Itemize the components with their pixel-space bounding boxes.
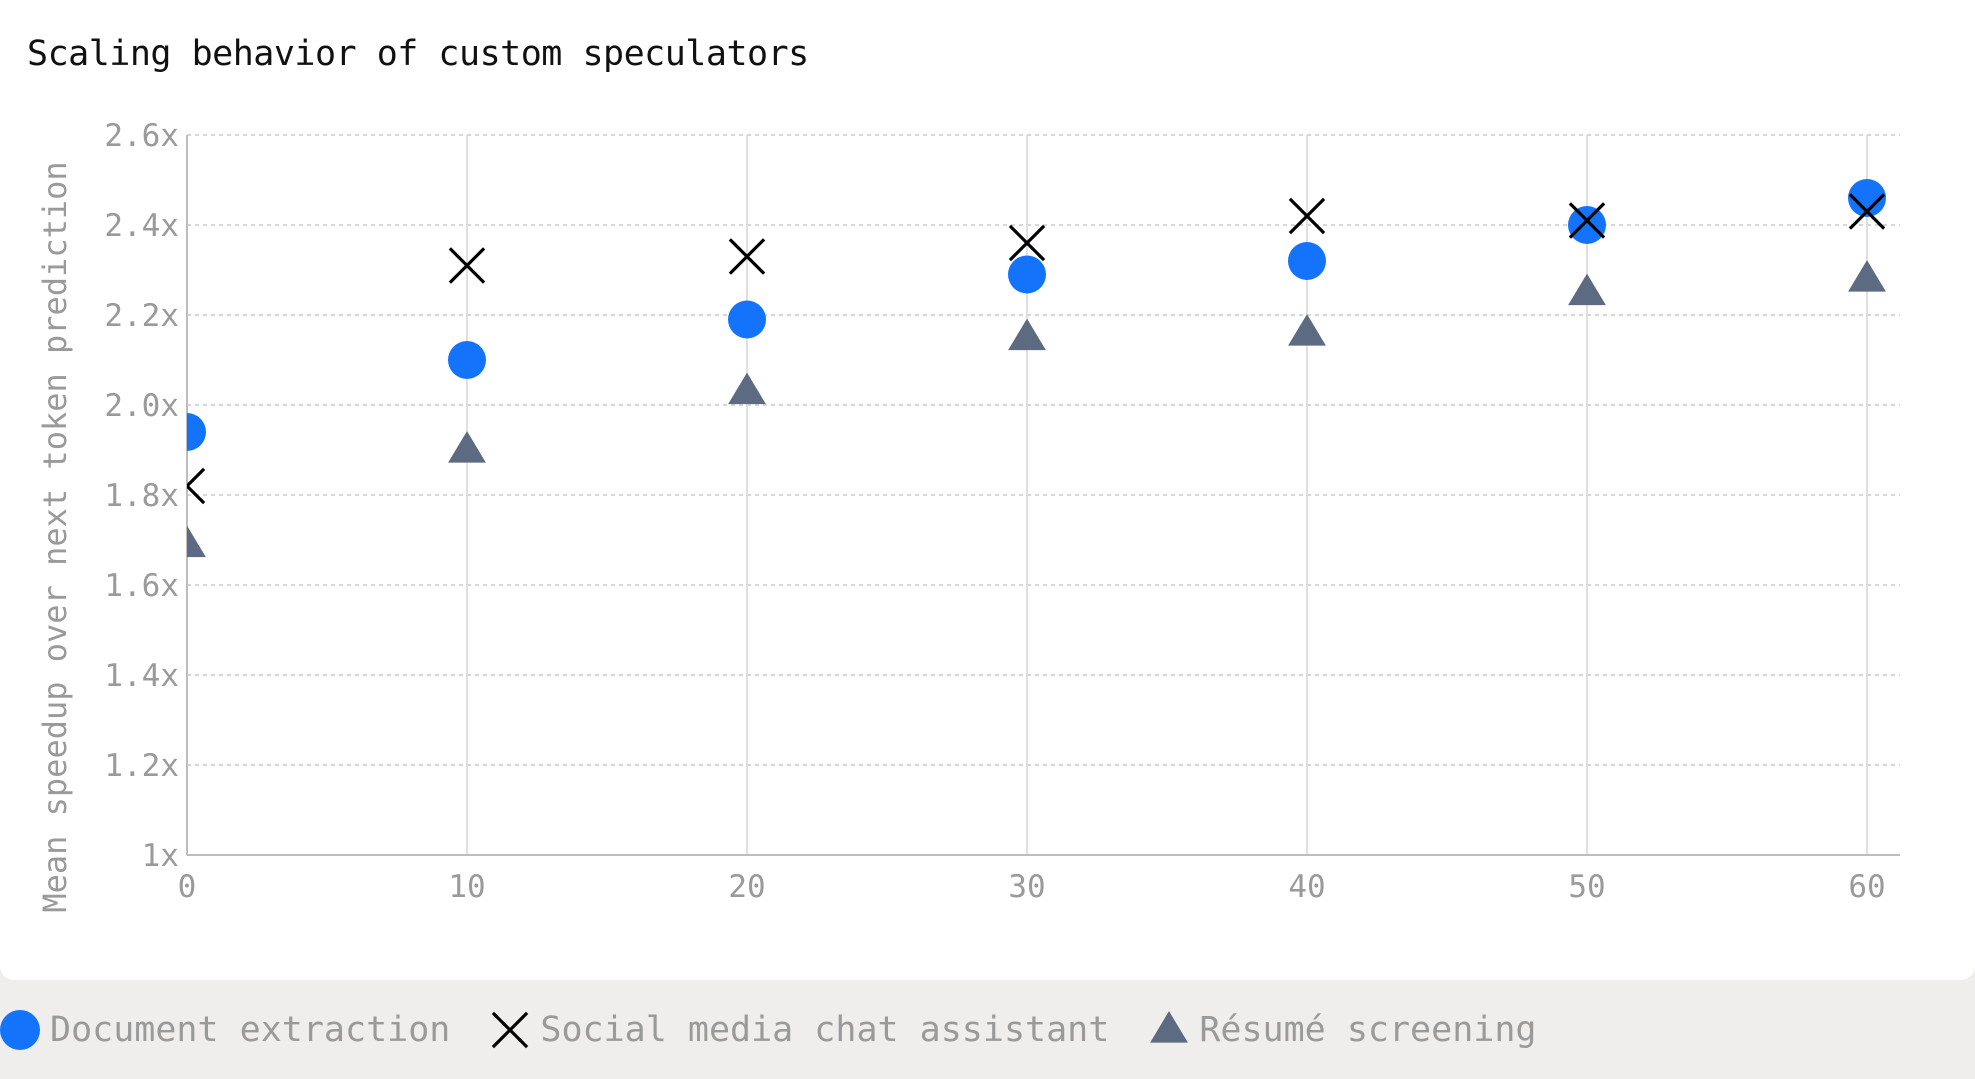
resume-screening-point bbox=[187, 525, 206, 558]
triangle-marker-icon bbox=[1150, 1011, 1189, 1043]
document-extraction-point bbox=[1568, 206, 1606, 244]
axes bbox=[186, 135, 1900, 856]
resume-screening-point bbox=[1848, 260, 1886, 292]
legend-marker bbox=[1150, 1011, 1189, 1043]
x-tick-label: 60 bbox=[1848, 869, 1885, 905]
document-extraction-point bbox=[1008, 255, 1046, 294]
x-tick-label: 0 bbox=[178, 869, 197, 905]
y-tick-label: 1.8x bbox=[104, 478, 179, 514]
scatter-plot: 1x 1.2x 1.4x 1.6x 1.8x 2.0x 2.2x 2.4x 2.6x 0 10 20 3… bbox=[36, 118, 1900, 913]
document-extraction-point bbox=[1288, 242, 1326, 280]
resume-screening-point bbox=[1568, 273, 1606, 306]
y-tick-label: 2.2x bbox=[104, 298, 179, 334]
tick-labels: 1x 1.2x 1.4x 1.6x 1.8x 2.0x 2.2x 2.4x 2.6x 0 10 20 3… bbox=[104, 118, 1885, 905]
x-tick-label: 30 bbox=[1008, 869, 1045, 905]
document-extraction-point bbox=[1848, 179, 1886, 217]
x-tick-label: 50 bbox=[1568, 869, 1605, 905]
y-axis-title: Mean speedup over next token prediction bbox=[36, 161, 74, 912]
social-media-chat-point bbox=[448, 247, 486, 284]
y-tick-label: 1.2x bbox=[104, 748, 179, 784]
x-tick-label: 40 bbox=[1288, 869, 1325, 905]
document-extraction-point bbox=[448, 341, 486, 379]
x-tick-label: 20 bbox=[728, 869, 765, 905]
resume-screening-point bbox=[1288, 314, 1326, 346]
legend-label: Social media chat assistant bbox=[540, 1010, 1110, 1050]
social-media-chat-point bbox=[1568, 202, 1606, 239]
y-tick-label: 1.4x bbox=[104, 658, 179, 694]
legend-item: Social media chat assistant bbox=[488, 1008, 1109, 1052]
document-extraction-point bbox=[187, 413, 206, 451]
y-tick-label: 1x bbox=[142, 838, 179, 874]
circle-marker-icon bbox=[0, 1010, 40, 1050]
y-tick-label: 1.6x bbox=[104, 568, 179, 604]
social-media-chat-point bbox=[1008, 224, 1046, 262]
legend-label: Résumé screening bbox=[1199, 1010, 1537, 1050]
legend: Document extraction Social media chat ass… bbox=[0, 1000, 1574, 1060]
social-media-chat-point bbox=[1848, 193, 1886, 230]
y-tick-label: 2.0x bbox=[104, 388, 179, 424]
grid-lines bbox=[187, 134, 1900, 855]
resume-screening-point bbox=[448, 431, 486, 463]
social-media-chat-point bbox=[1288, 197, 1326, 235]
document-extraction-point bbox=[728, 300, 766, 339]
y-tick-label: 2.6x bbox=[104, 118, 179, 154]
data-points bbox=[187, 179, 1886, 558]
resume-screening-point bbox=[728, 372, 766, 405]
chart-card: Scaling behavior of custom speculators 1… bbox=[0, 0, 1975, 980]
chart-title: Scaling behavior of custom speculators bbox=[27, 34, 809, 74]
social-media-chat-point bbox=[187, 467, 206, 505]
legend-item: Document extraction bbox=[0, 1008, 450, 1052]
y-tick-label: 2.4x bbox=[104, 208, 179, 244]
resume-screening-point bbox=[1008, 318, 1046, 351]
x-tick-label: 10 bbox=[448, 869, 485, 905]
social-media-chat-point bbox=[728, 238, 766, 275]
legend-item: Résumé screening bbox=[1147, 1008, 1536, 1052]
legend-marker bbox=[0, 1010, 40, 1050]
x-marker-icon bbox=[492, 1011, 529, 1049]
legend-label: Document extraction bbox=[50, 1010, 451, 1050]
legend-marker bbox=[492, 1011, 529, 1049]
